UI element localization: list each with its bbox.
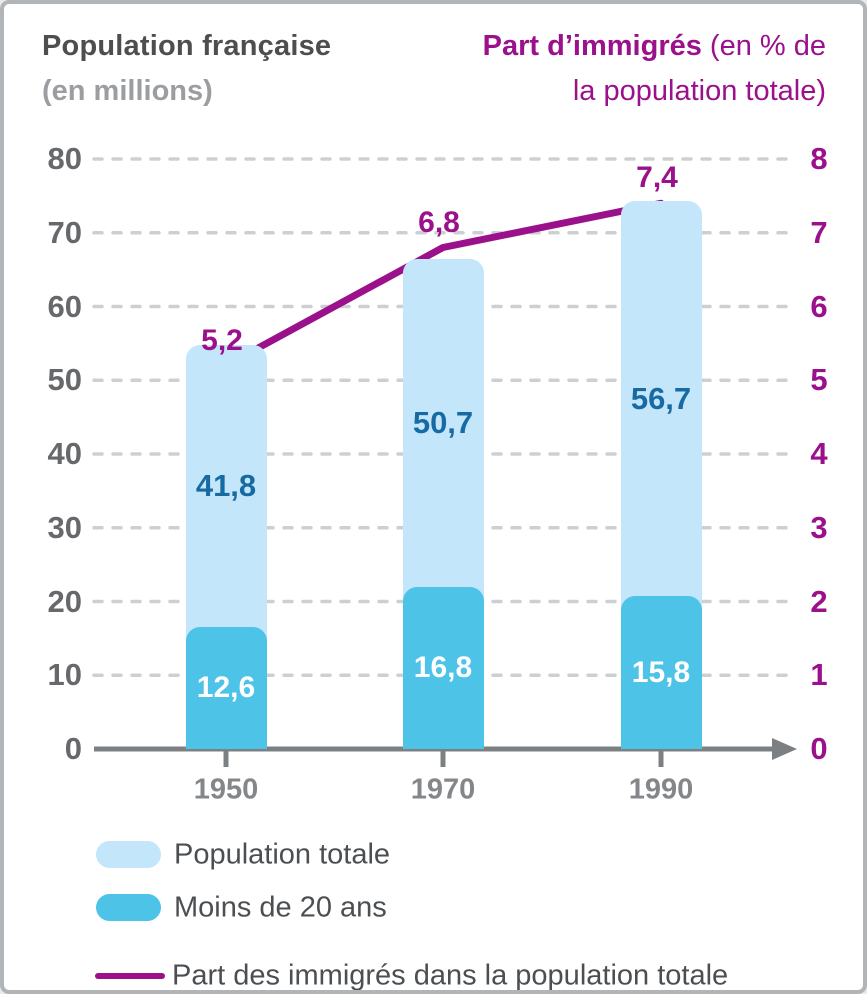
right-axis-title-line1: Part d’immigrés (en % de <box>483 24 826 69</box>
right-axis-title-rest: (en % de <box>701 30 826 62</box>
right-axis-title: Part d’immigrés (en % de la population t… <box>483 24 826 114</box>
bar-total-value-label-1970: 50,7 <box>412 404 474 440</box>
left-axis-title: Population française (en millions) <box>42 24 331 114</box>
y-left-tick-label-80: 80 <box>47 141 82 176</box>
bar-total-value-label-1950: 41,8 <box>195 468 257 504</box>
legend-label-population-totale: Population totale <box>174 838 391 871</box>
legend-label-part-immigres: Part des immigrés dans la population tot… <box>172 959 729 992</box>
line-point-label-1990: 7,4 <box>636 161 678 195</box>
y-left-tick-label-70: 70 <box>47 214 82 250</box>
right-axis-title-line2: la population totale) <box>572 75 826 107</box>
left-axis-title-main: Population française <box>42 30 332 62</box>
x-tick-label-1950: 1950 <box>193 773 259 806</box>
y-left-tick-label-0: 0 <box>64 731 82 766</box>
bar-total-value-label-1990: 56,7 <box>630 380 692 416</box>
legend-label-moins-de-20-ans: Moins de 20 ans <box>174 891 387 924</box>
line-point-label-1970: 6,8 <box>418 205 460 239</box>
y-right-tick-label-0: 0 <box>810 731 828 766</box>
labels-layer: 41,8 12,6 50,7 16,8 56,7 15,8 5,2 6,8 7,4 0 10 20 30… <box>4 4 863 990</box>
x-tick-label-1970: 1970 <box>410 773 476 806</box>
y-left-tick-label-50: 50 <box>47 362 82 398</box>
bar-under20-value-label-1950: 12,6 <box>196 671 256 705</box>
x-axis-arrow <box>772 738 797 760</box>
y-left-tick-label-20: 20 <box>47 583 82 619</box>
immigration-rate-line <box>222 199 665 369</box>
bar-under20-1950 <box>185 627 267 749</box>
bar-under20-value-label-1990: 15,8 <box>631 655 691 689</box>
y-right-tick-label-4: 4 <box>810 436 828 471</box>
y-right-tick-label-6: 6 <box>810 288 828 324</box>
y-right-tick-label-7: 7 <box>810 214 828 250</box>
y-left-tick-label-40: 40 <box>47 436 82 471</box>
left-axis-title-sub: (en millions) <box>42 75 213 107</box>
bar-under20-1990 <box>620 596 702 749</box>
legend-swatch-population-totale <box>96 841 161 868</box>
y-right-tick-label-3: 3 <box>810 509 828 545</box>
y-right-tick-label-8: 8 <box>810 141 828 176</box>
right-axis-title-bold: Part d’immigrés <box>482 30 702 62</box>
y-right-tick-label-2: 2 <box>810 583 828 619</box>
legend-swatch-part-immigres-line <box>95 973 165 979</box>
bar-under20-value-label-1970: 16,8 <box>413 650 473 684</box>
legend-swatch-moins-de-20-ans <box>96 894 161 921</box>
line-point-label-1950: 5,2 <box>201 323 243 357</box>
y-left-tick-label-10: 10 <box>47 657 82 693</box>
y-left-tick-label-30: 30 <box>47 509 82 545</box>
bar-under20-1970 <box>402 586 484 749</box>
x-tick-label-1990: 1990 <box>628 773 694 806</box>
y-left-tick-label-60: 60 <box>47 288 82 324</box>
y-right-tick-label-5: 5 <box>810 362 828 398</box>
y-right-tick-label-1: 1 <box>810 657 828 693</box>
bars-layer <box>4 4 863 990</box>
